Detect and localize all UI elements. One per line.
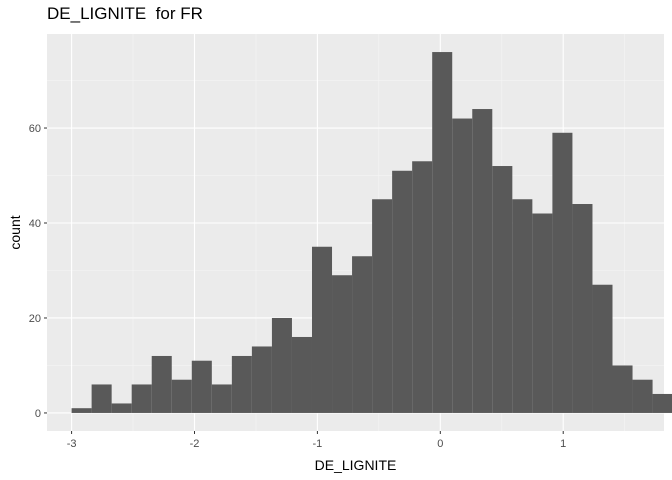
histogram-bar [271,317,292,413]
histogram-bar [332,275,353,413]
x-tick-label: -3 [67,438,77,450]
x-axis: -3 -2 -1 0 1 [67,431,566,450]
histogram-bar [311,246,333,413]
y-axis-title: count [7,215,23,249]
chart-title: DE_LIGNITE for FR [47,4,203,23]
y-tick-label: 20 [29,313,41,325]
histogram-bar [572,204,593,413]
histogram-bar [191,360,212,413]
histogram-bars [71,52,672,413]
y-axis: 0 20 40 60 [29,123,47,420]
histogram-bar [171,379,192,413]
histogram-bar [71,408,92,413]
histogram-bar [432,52,453,413]
histogram-bar [211,384,232,413]
histogram-bar [131,384,152,413]
histogram-bar [412,161,433,413]
histogram-bar [652,393,672,413]
histogram-bar [452,118,473,413]
histogram-bar [612,365,633,413]
histogram-bar [532,213,553,413]
histogram-bar [592,284,613,413]
x-tick-label: -1 [313,438,323,450]
x-tick-label: 0 [437,438,443,450]
histogram-bar [231,355,252,413]
histogram-bar [111,403,132,413]
y-tick-label: 40 [29,218,41,230]
x-tick-label: -2 [190,438,200,450]
histogram-bar [472,109,493,413]
histogram-bar [251,346,272,413]
histogram-bar [552,132,573,413]
y-tick-label: 60 [29,123,41,135]
x-axis-title: DE_LIGNITE [315,457,397,473]
histogram-bar [291,336,312,413]
histogram-bar [91,384,112,413]
x-tick-label: 1 [560,438,566,450]
histogram-bar [492,166,513,413]
histogram-bar [352,256,373,413]
y-tick-label: 0 [35,408,41,420]
histogram-bar [372,199,393,413]
histogram-bar [151,355,172,413]
histogram-bar [632,379,653,413]
histogram-bar [512,199,533,413]
histogram-bar [392,170,413,413]
